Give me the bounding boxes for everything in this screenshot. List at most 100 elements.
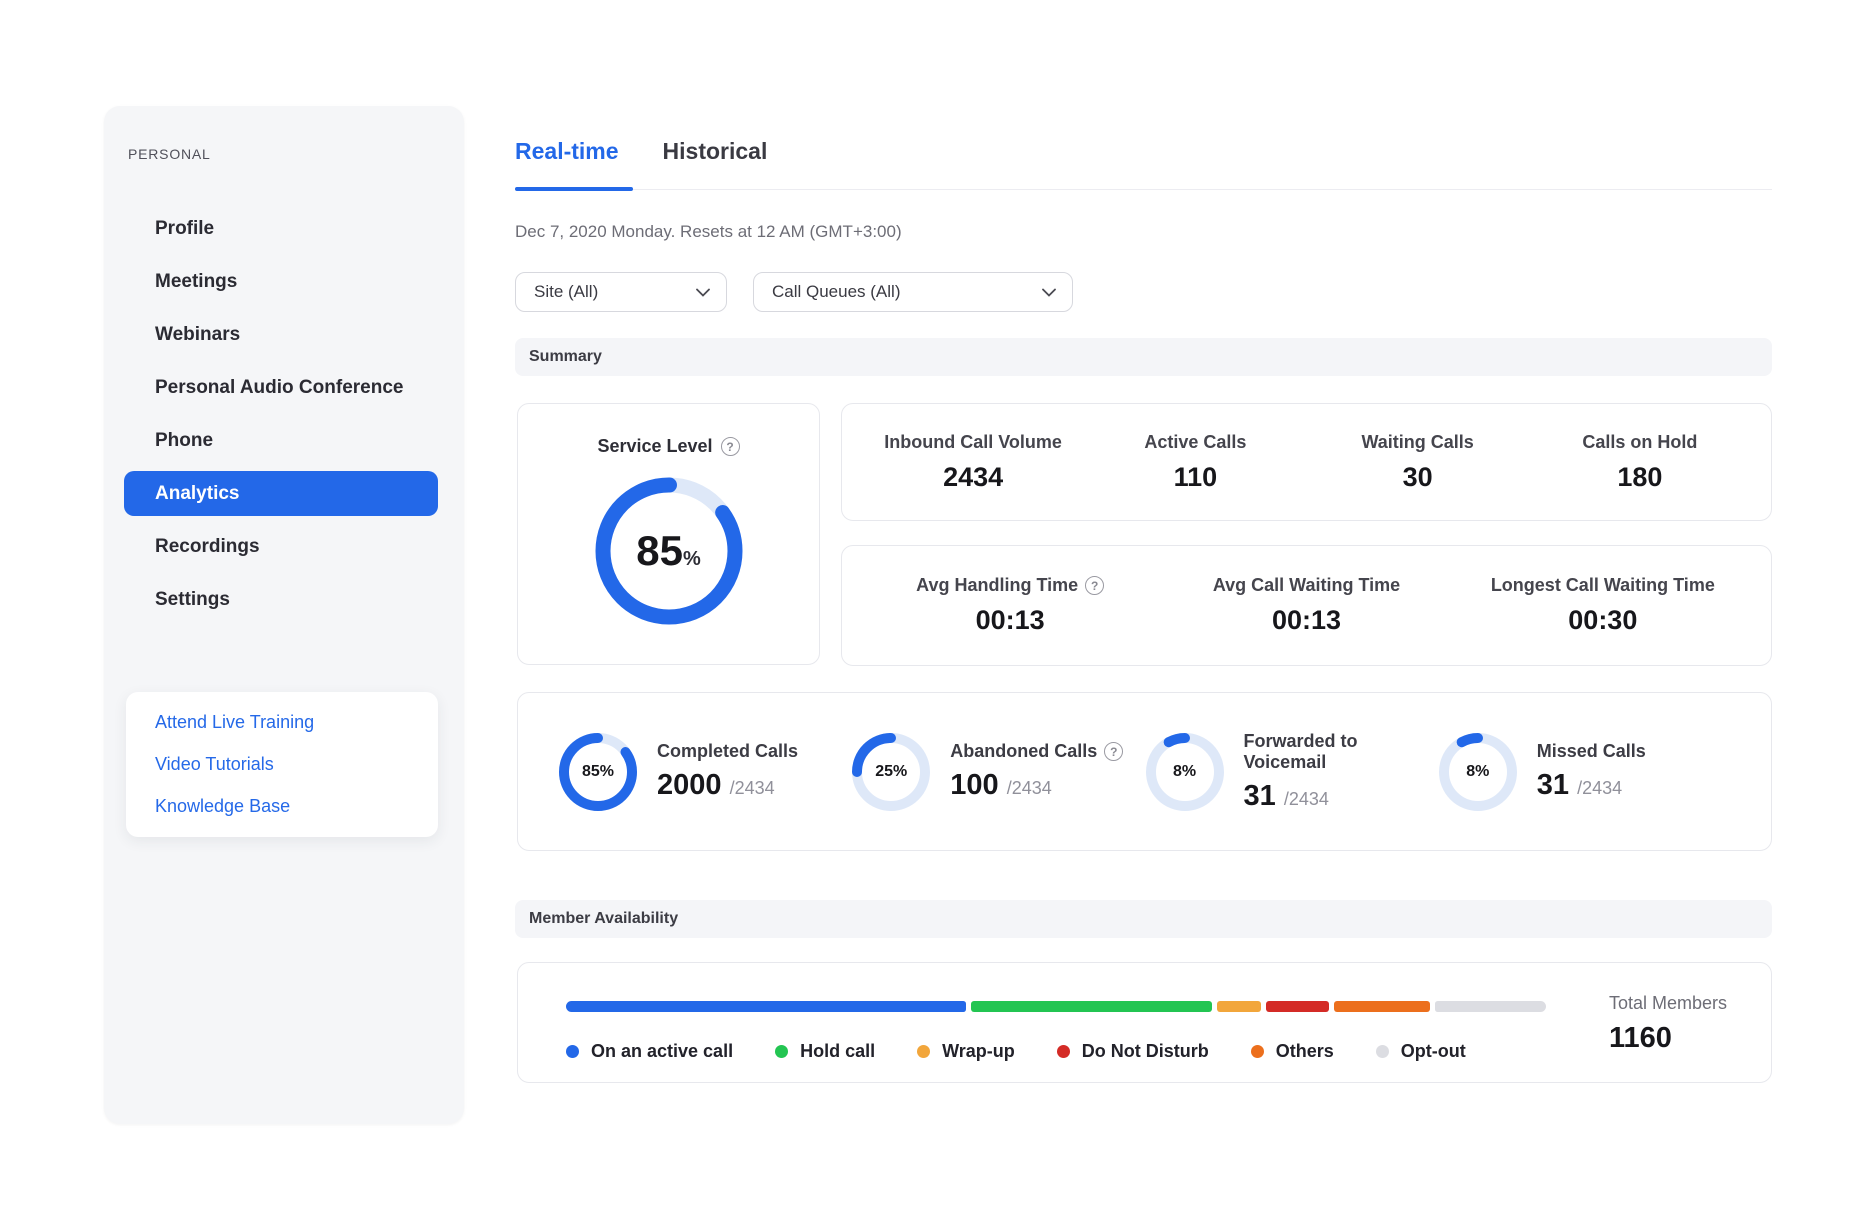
legend-dot-icon: [917, 1045, 931, 1058]
sidebar: PERSONAL Profile Meetings Webinars Perso…: [104, 106, 464, 1124]
link-attend-live-training[interactable]: Attend Live Training: [155, 712, 315, 732]
member-availability-legend: On an active call Hold call Wrap-up Do N…: [566, 1041, 1771, 1062]
legend-item-others: Others: [1250, 1041, 1334, 1062]
stat-value: 110: [1173, 461, 1218, 492]
date-reset-info: Dec 7, 2020 Monday. Resets at 12 AM (GMT…: [515, 222, 902, 241]
bar-segment-on-active-call: [566, 1001, 967, 1012]
bar-segment-others: [1333, 1001, 1431, 1012]
member-availability-stacked-bar: [566, 1001, 1546, 1012]
stat-label: Avg Handling Time: [916, 575, 1079, 595]
filters-row: Site (All) Call Queues (All): [515, 272, 1073, 312]
site-filter-dropdown[interactable]: Site (All): [515, 272, 727, 312]
legend-item-on-active-call: On an active call: [566, 1041, 733, 1062]
stat-avg-call-waiting-time: Avg Call Waiting Time 00:13: [1158, 546, 1454, 665]
legend-dot-icon: [1056, 1045, 1070, 1058]
legend-label: Wrap-up: [942, 1041, 1015, 1061]
donut-label: Abandoned Calls: [950, 741, 1098, 761]
legend-label: On an active call: [591, 1041, 734, 1061]
service-level-label: Service Level: [597, 436, 713, 456]
stat-value: 2434: [943, 461, 1004, 492]
sidebar-item-phone[interactable]: Phone: [155, 429, 214, 451]
sidebar-item-webinars[interactable]: Webinars: [155, 323, 241, 345]
donut-label: Completed Calls: [657, 741, 799, 761]
stat-inbound-call-volume: Inbound Call Volume 2434: [862, 404, 1084, 520]
sidebar-item-profile[interactable]: Profile: [155, 217, 215, 239]
donut-abandoned-calls: 25% Abandoned Calls ? 100 /2434: [851, 732, 1144, 812]
stat-active-calls: Active Calls 110: [1084, 404, 1306, 520]
stat-label: Waiting Calls: [1361, 431, 1474, 452]
bar-segment-opt-out: [1435, 1001, 1546, 1012]
service-level-value: 85: [636, 527, 683, 574]
sidebar-section-label: PERSONAL: [128, 146, 211, 162]
donut-total: /2434: [1577, 778, 1623, 798]
call-volume-stats-card: Inbound Call Volume 2434 Active Calls 11…: [841, 403, 1772, 521]
donut-percent: 85%: [581, 762, 615, 780]
stat-label: Active Calls: [1144, 431, 1247, 452]
service-level-donut-chart: 85%: [593, 475, 745, 627]
help-icon[interactable]: ?: [720, 437, 740, 456]
legend-item-wrap-up: Wrap-up: [917, 1041, 1015, 1062]
bar-segment-wrap-up: [1217, 1001, 1261, 1012]
link-video-tutorials[interactable]: Video Tutorials: [155, 754, 274, 774]
sidebar-item-meetings[interactable]: Meetings: [155, 270, 238, 292]
legend-label: Do Not Disturb: [1081, 1041, 1209, 1061]
sidebar-item-personal-audio-conference[interactable]: Personal Audio Conference: [155, 376, 404, 398]
legend-label: Others: [1275, 1041, 1334, 1061]
member-availability-section-header: Member Availability: [515, 900, 1772, 938]
legend-dot-icon: [1250, 1045, 1264, 1058]
stat-label: Inbound Call Volume: [884, 431, 1062, 452]
legend-dot-icon: [1375, 1045, 1389, 1058]
sidebar-item-recordings[interactable]: Recordings: [155, 535, 260, 557]
donut-total: /2434: [1283, 788, 1329, 809]
total-members-value: 1160: [1608, 1022, 1672, 1054]
legend-label: Hold call: [800, 1041, 876, 1061]
help-icon[interactable]: ?: [1085, 576, 1105, 595]
summary-section-header: Summary: [515, 338, 1772, 376]
link-knowledge-base[interactable]: Knowledge Base: [155, 796, 291, 816]
stat-label: Longest Call Waiting Time: [1490, 575, 1715, 595]
tab-historical[interactable]: Historical: [662, 138, 768, 164]
stat-calls-on-hold: Calls on Hold 180: [1529, 404, 1751, 520]
chevron-down-icon: [1042, 288, 1056, 297]
donut-percent: 8%: [1172, 762, 1197, 780]
call-time-stats-card: Avg Handling Time ? 00:13 Avg Call Waiti…: [841, 545, 1772, 666]
tab-bar: Real-time Historical: [515, 138, 1772, 191]
stat-value: 00:13: [975, 605, 1045, 635]
stat-value: 180: [1617, 461, 1663, 492]
help-icon[interactable]: ?: [1104, 742, 1124, 761]
legend-item-opt-out: Opt-out: [1375, 1041, 1466, 1062]
member-availability-title: Member Availability: [529, 910, 679, 927]
bar-segment-do-not-disturb: [1265, 1001, 1329, 1012]
sidebar-item-settings[interactable]: Settings: [155, 588, 230, 610]
donut-percent: 8%: [1466, 762, 1490, 780]
call-queues-filter-dropdown[interactable]: Call Queues (All): [753, 272, 1073, 312]
legend-dot-icon: [566, 1045, 579, 1058]
sidebar-item-analytics[interactable]: Analytics: [124, 471, 438, 516]
stat-waiting-calls: Waiting Calls 30: [1307, 404, 1529, 520]
missed-calls-donut-chart: 8%: [1438, 732, 1518, 812]
donut-total: /2434: [1006, 778, 1052, 798]
call-queues-filter-value: Call Queues (All): [772, 282, 901, 301]
abandoned-calls-donut-chart: 25%: [851, 732, 931, 812]
stat-label: Avg Call Waiting Time: [1212, 575, 1401, 595]
bar-segment-hold-call: [971, 1001, 1213, 1012]
tab-real-time[interactable]: Real-time: [515, 138, 633, 191]
donut-label: Missed Calls: [1536, 741, 1646, 761]
donut-forwarded-to-voicemail: 8% Forwarded to Voicemail 31 /2434: [1145, 731, 1438, 813]
stat-label: Calls on Hold: [1582, 431, 1698, 452]
donut-value: 100: [950, 769, 999, 801]
total-members-label: Total Members: [1608, 993, 1727, 1013]
summary-section-title: Summary: [529, 348, 602, 365]
site-filter-value: Site (All): [534, 282, 599, 301]
completed-calls-donut-chart: 85%: [558, 732, 638, 812]
stat-value: 00:30: [1568, 605, 1638, 635]
service-level-unit: %: [682, 548, 701, 570]
service-level-card: Service Level ? 85%: [517, 403, 820, 665]
chevron-down-icon: [696, 288, 710, 297]
call-outcome-donuts-card: 85% Completed Calls 2000 /2434 25% Aband…: [517, 692, 1772, 851]
donut-label: Forwarded to Voicemail: [1243, 730, 1358, 772]
legend-item-do-not-disturb: Do Not Disturb: [1056, 1041, 1209, 1062]
stat-value: 00:13: [1271, 605, 1342, 635]
donut-missed-calls: 8% Missed Calls 31 /2434: [1438, 732, 1731, 812]
legend-item-hold-call: Hold call: [775, 1041, 875, 1062]
